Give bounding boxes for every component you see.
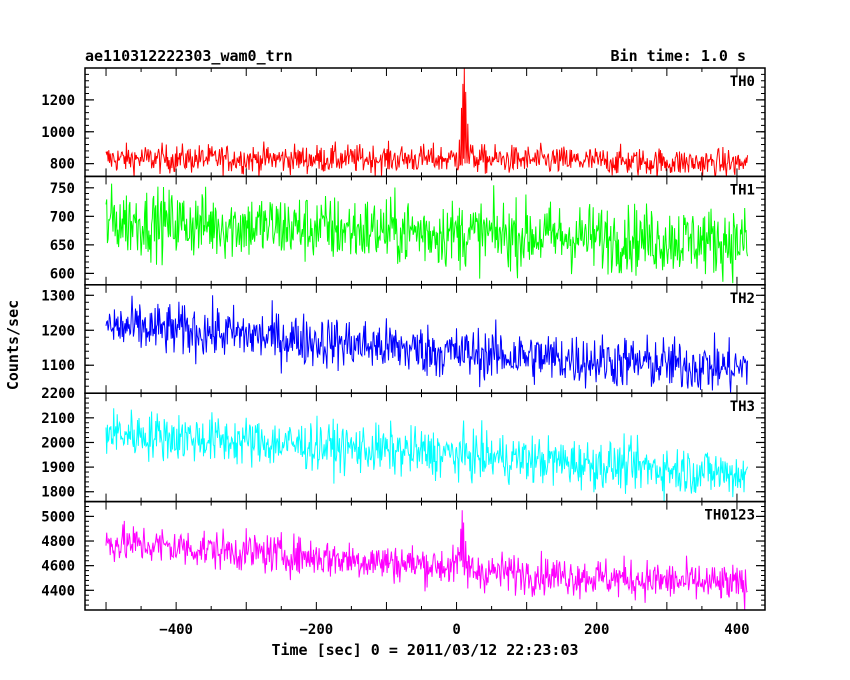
y-tick-label: 4600: [41, 559, 75, 575]
y-tick-label: 4400: [41, 583, 75, 599]
panel-th1: 600 650 700 750 TH1: [50, 175, 766, 286]
panel-label-th2: TH2: [730, 291, 755, 307]
y-tick-label: 2000: [41, 435, 75, 451]
chart-title: ae110312222303_wam0_trn: [85, 47, 293, 65]
y-tick-label: 800: [50, 157, 75, 173]
bin-time-label: Bin time: 1.0 s: [611, 47, 746, 65]
panel-th0123: 4400 4600 4800 5000 TH0123: [41, 500, 766, 611]
series-line-th3: [105, 408, 748, 502]
y-tick-label: 1200: [41, 323, 75, 339]
y-tick-label: 1000: [41, 125, 75, 141]
panel-th2: 1100 1200 1300 TH2: [41, 284, 766, 394]
x-tick-label: −200: [299, 622, 333, 638]
panel-label-th0: TH0: [730, 74, 755, 90]
panel-th0: 800 1000 1200 TH0: [41, 67, 766, 178]
y-axis-label: Counts/sec: [4, 300, 22, 390]
y-tick-label: 1300: [41, 288, 75, 304]
panel-th3: 1800 1900 2000 2100 2200 TH3: [41, 386, 766, 503]
y-tick-label: 1800: [41, 485, 75, 501]
series-line-th1: [105, 183, 748, 284]
series-line-th0: [105, 68, 748, 177]
y-tick-label: 2200: [41, 386, 75, 402]
series-line-th0123: [105, 510, 748, 611]
series-line-th2: [105, 295, 748, 393]
y-tick-label: 750: [50, 181, 75, 197]
panel-label-th1: TH1: [730, 182, 755, 198]
y-tick-label: 700: [50, 209, 75, 225]
x-tick-label: 0: [452, 622, 460, 638]
y-tick-label: 600: [50, 266, 75, 282]
x-tick-label: 400: [724, 622, 749, 638]
y-tick-label: 4800: [41, 534, 75, 550]
panels: 800 1000 1200 TH0 600 650 700 750 TH1 1100 1200 130…: [41, 67, 766, 638]
x-axis-label: Time [sec] 0 = 2011/03/12 22:23:03: [271, 641, 578, 659]
y-tick-label: 650: [50, 238, 75, 254]
y-tick-label: 5000: [41, 509, 75, 525]
y-tick-label: 2100: [41, 411, 75, 427]
panel-label-th3: TH3: [730, 399, 755, 415]
y-tick-label: 1200: [41, 93, 75, 109]
x-tick-label: 200: [584, 622, 609, 638]
x-tick-label: −400: [159, 622, 193, 638]
y-tick-label: 1900: [41, 460, 75, 476]
y-tick-label: 1100: [41, 358, 75, 374]
panel-label-th0123: TH0123: [704, 508, 755, 524]
